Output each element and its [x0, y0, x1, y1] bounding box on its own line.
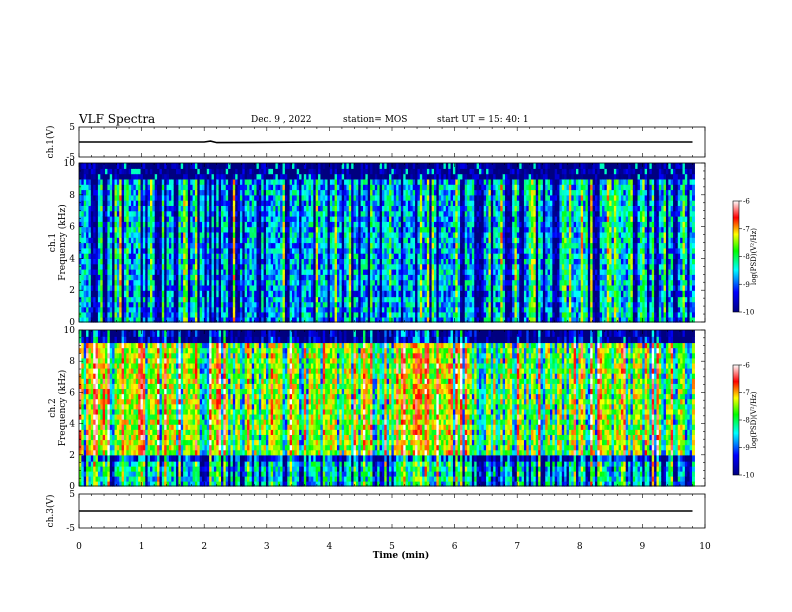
x-tick-label: 1 — [139, 542, 145, 552]
plot-title: VLF Spectra — [79, 112, 156, 126]
colorbar-tick-label: -6 — [743, 198, 750, 206]
time-axis: 0 1 2 3 4 5 6 7 8 9 10 Time (min) — [76, 542, 711, 561]
colorbar-tick-label: -10 — [743, 309, 754, 317]
x-tick-label: 5 — [389, 542, 395, 552]
x-tick-label: 0 — [76, 542, 82, 552]
ch2-spectrogram-panel: -6 -7 -8 -9 -10 log(PSD)(V²/Hz) 0 2 4 6 8 10 ch.2 Fre… — [48, 326, 758, 492]
colorbar-label: log(PSD)(V²/Hz) — [750, 391, 758, 448]
y-tick-label: 4 — [69, 254, 75, 264]
colorbar-tick-label: -8 — [743, 253, 750, 261]
voltage-trace — [79, 140, 693, 144]
y-tick-label: 8 — [69, 357, 75, 367]
colorbar-tick-label: -9 — [743, 281, 750, 289]
x-tick-label: 4 — [327, 542, 333, 552]
y-tick-label: 6 — [69, 223, 75, 233]
y-tick-label: -5 — [66, 524, 75, 534]
y-tick-label: 10 — [64, 159, 76, 169]
spectrogram-cells — [79, 330, 695, 487]
y-axis-label: ch.3(V) — [45, 495, 56, 528]
y-tick-label: 6 — [69, 388, 75, 398]
ch1-spectrogram-panel: -6 -7 -8 -9 -10 log(PSD)(V²/Hz) 0 2 4 6 8 10 ch.1 Fre… — [48, 159, 758, 328]
y-axis-label-frequency: Frequency (kHz) — [57, 204, 68, 281]
colorbar — [732, 200, 740, 313]
colorbar-tick-label: -10 — [743, 472, 754, 480]
x-tick-label: 9 — [640, 542, 646, 552]
y-tick-label: 0 — [69, 318, 75, 328]
x-axis-label: Time (min) — [373, 550, 430, 561]
x-tick-label: 3 — [264, 542, 270, 552]
y-axis-label: ch.1(V) — [45, 126, 56, 159]
y-axis-label-channel: ch.2 — [48, 398, 58, 417]
spectrogram-cells — [79, 163, 695, 323]
colorbar-tick-label: -7 — [743, 225, 750, 233]
colorbar — [732, 364, 740, 476]
colorbar-tick-label: -9 — [743, 444, 750, 452]
colorbar-label: log(PSD)(V²/Hz) — [750, 228, 758, 285]
station-label: station= MOS — [343, 115, 408, 125]
ch3-voltage-panel: 5 -5 ch.3(V) — [45, 490, 706, 534]
y-tick-label: -5 — [66, 153, 75, 163]
x-tick-label: 7 — [514, 542, 520, 552]
x-tick-label: 8 — [577, 542, 583, 552]
x-tick-label: 2 — [201, 542, 207, 552]
y-tick-label: 10 — [64, 326, 76, 336]
y-tick-label: 5 — [69, 123, 75, 133]
ch1-voltage-panel: 5 -5 ch.1(V) — [45, 123, 706, 163]
y-tick-label: 2 — [69, 451, 75, 461]
colorbar-tick-label: -7 — [743, 389, 750, 397]
start-time-label: start UT = 15: 40: 1 — [437, 115, 529, 125]
x-tick-label: 10 — [699, 542, 711, 552]
y-axis-label-frequency: Frequency (kHz) — [57, 370, 68, 447]
y-tick-label: 0 — [69, 482, 75, 492]
x-tick-label: 6 — [452, 542, 458, 552]
date-label: Dec. 9 , 2022 — [251, 115, 312, 125]
y-axis-label-channel: ch.1 — [48, 233, 58, 252]
colorbar-tick-label: -6 — [743, 362, 750, 370]
y-tick-label: 4 — [69, 420, 75, 430]
y-tick-label: 2 — [69, 286, 75, 296]
y-tick-label: 8 — [69, 191, 75, 201]
y-tick-label: 5 — [69, 490, 75, 500]
colorbar-tick-label: -8 — [743, 417, 750, 425]
